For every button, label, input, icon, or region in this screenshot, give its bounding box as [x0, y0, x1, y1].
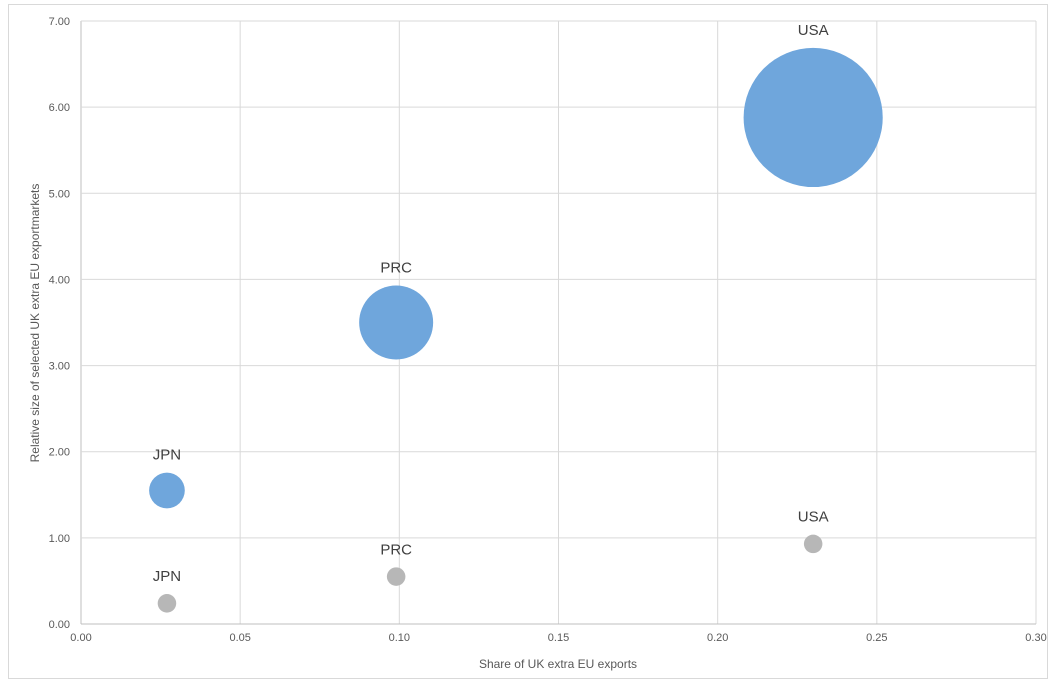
y-axis-title: Relative size of selected UK extra EU ex… [28, 184, 42, 463]
bubble-data-label: JPN [153, 447, 181, 464]
bubble-marker [157, 594, 177, 613]
bubble-marker [386, 567, 406, 586]
y-tick-label: 2.00 [49, 447, 70, 459]
bubble-data-label: USA [798, 509, 829, 526]
tick-label-layer: 0.00 0.05 0.10 0.15 0.20 0.25 0.30 0.00 1.00 2.00… [49, 16, 1047, 644]
y-tick-label: 0.00 [49, 619, 70, 631]
bubble-marker [803, 534, 823, 554]
bubble-marker [149, 472, 185, 509]
y-tick-label: 3.00 [49, 361, 70, 373]
x-tick-label: 0.30 [1025, 632, 1046, 644]
y-tick-label: 6.00 [49, 102, 70, 114]
x-tick-label: 0.00 [70, 632, 91, 644]
bubble-marker [743, 47, 883, 188]
x-tick-label: 0.10 [389, 632, 410, 644]
y-tick-label: 4.00 [49, 274, 70, 286]
y-tick-label: 5.00 [49, 188, 70, 200]
bubble-data-label: PRC [380, 260, 412, 277]
y-tick-label: 1.00 [49, 533, 70, 545]
bubble-label-layer: JPN PRC USA JPN PRC USA [153, 22, 829, 585]
x-tick-label: 0.05 [229, 632, 250, 644]
x-tick-label: 0.20 [707, 632, 728, 644]
y-tick-label: 7.00 [49, 16, 70, 28]
bubble-data-label: JPN [153, 568, 181, 585]
grid-layer [80, 20, 1037, 625]
x-tick-label: 0.15 [548, 632, 569, 644]
bubble-marker [359, 285, 434, 360]
bubble-data-label: USA [798, 22, 829, 39]
x-axis-title: Share of UK extra EU exports [479, 657, 637, 671]
bubble-data-label: PRC [380, 541, 412, 558]
x-tick-label: 0.25 [866, 632, 887, 644]
bubble-layer [149, 47, 883, 613]
